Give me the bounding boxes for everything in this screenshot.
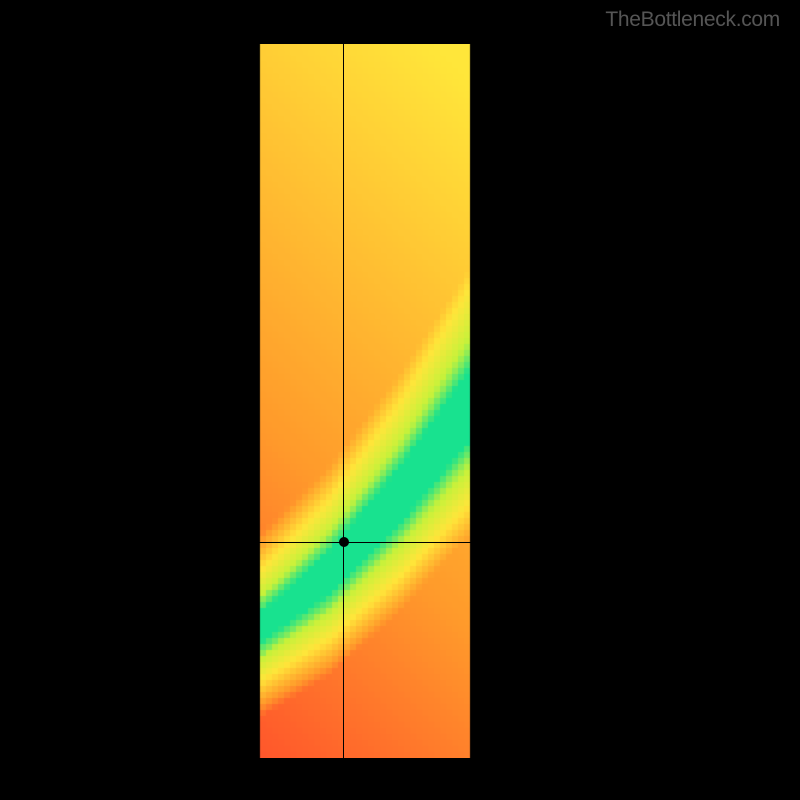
bottleneck-heatmap [44, 44, 758, 758]
attribution-label: TheBottleneck.com [605, 8, 780, 32]
crosshair-point [339, 537, 349, 547]
chart-container: TheBottleneck.com [0, 0, 800, 800]
crosshair-vertical [343, 44, 344, 758]
crosshair-horizontal [44, 542, 758, 543]
